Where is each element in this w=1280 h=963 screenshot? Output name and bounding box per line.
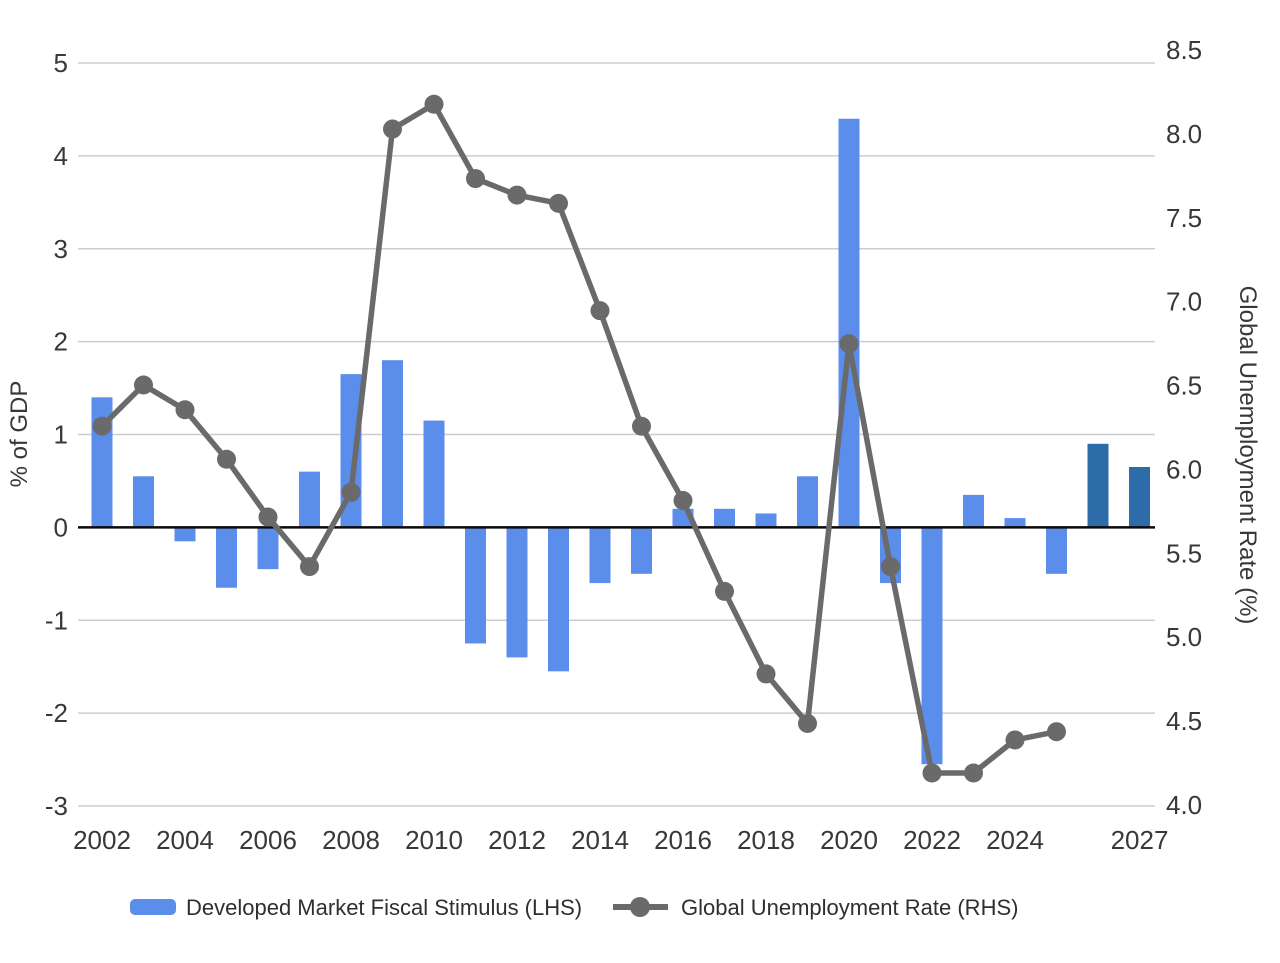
bar-series-swatch-icon	[130, 899, 176, 915]
bar-2025	[1046, 527, 1067, 574]
line-point-2022	[922, 763, 942, 783]
line-point-2024	[1005, 730, 1025, 750]
line-point-2009	[383, 119, 402, 139]
line-point-2025	[1047, 722, 1066, 742]
bar-2019	[797, 476, 818, 528]
left-axis-tick--3: -3	[45, 791, 68, 821]
left-axis-tick--1: -1	[45, 605, 68, 635]
bar-2020	[838, 118, 860, 528]
axis-ticks-layer: 5 4 3 2 1 0 -1 -2 -3 8.5 8.0 7.5 7.0 6.5 6.0 5.5 5.0 4.5 4…	[45, 35, 1202, 855]
right-axis-tick-8.5: 8.5	[1166, 35, 1202, 65]
bar-2018	[755, 513, 777, 528]
x-axis-tick-2020: 2020	[820, 825, 878, 855]
left-axis-tick-4: 4	[54, 141, 68, 171]
left-axis-title: % of GDP	[6, 381, 33, 488]
x-axis-tick-2014: 2014	[571, 825, 629, 855]
bar-2007	[299, 471, 320, 528]
legend: Developed Market Fiscal Stimulus (LHS) G…	[130, 895, 1018, 920]
right-axis-tick-5.0: 5.0	[1166, 622, 1202, 652]
bar-2003	[133, 476, 154, 528]
line-point-2015	[632, 416, 651, 436]
line-point-2005	[217, 449, 236, 469]
line-point-2004	[175, 400, 195, 420]
x-axis-tick-2018: 2018	[737, 825, 795, 855]
right-axis-tick-6.5: 6.5	[1166, 371, 1202, 401]
line-point-2010	[424, 94, 444, 114]
legend-line-label: Global Unemployment Rate (RHS)	[681, 895, 1018, 920]
line-point-2002	[92, 416, 112, 436]
bar-2009	[382, 360, 403, 528]
left-axis-tick-3: 3	[54, 234, 68, 264]
bar-2027	[1129, 467, 1150, 528]
bar-2013	[548, 527, 569, 672]
left-axis-tick--2: -2	[45, 698, 68, 728]
x-axis-tick-2004: 2004	[156, 825, 214, 855]
x-axis-tick-2002: 2002	[73, 825, 131, 855]
legend-bar-label: Developed Market Fiscal Stimulus (LHS)	[186, 895, 582, 920]
left-axis-tick-2: 2	[54, 327, 68, 357]
bar-series-layer	[91, 118, 1150, 765]
x-axis-tick-2022: 2022	[903, 825, 961, 855]
bar-2012	[506, 527, 528, 658]
bar-2017	[714, 508, 735, 528]
right-axis-title: Global Unemployment Rate (%)	[1234, 286, 1261, 625]
left-axis-tick-1: 1	[54, 420, 68, 450]
line-point-2003	[134, 375, 153, 395]
left-axis-tick-5: 5	[54, 48, 68, 78]
bar-2015	[631, 527, 652, 574]
line-point-2006	[258, 507, 278, 527]
right-axis-tick-6.0: 6.0	[1166, 454, 1202, 484]
line-point-2023	[964, 763, 983, 783]
line-point-2018	[756, 664, 776, 684]
line-point-2019	[798, 713, 817, 733]
line-series-dot-icon	[630, 897, 650, 917]
right-axis-tick-4.0: 4.0	[1166, 790, 1202, 820]
bar-2011	[465, 527, 486, 644]
x-axis-tick-2010: 2010	[405, 825, 463, 855]
bar-2006	[257, 527, 279, 570]
right-axis-tick-8.0: 8.0	[1166, 119, 1202, 149]
bar-2023	[963, 494, 984, 528]
right-axis-tick-7.5: 7.5	[1166, 203, 1202, 233]
x-axis-tick-2008: 2008	[322, 825, 380, 855]
right-axis-tick-7.0: 7.0	[1166, 287, 1202, 317]
line-series-layer	[92, 94, 1066, 783]
x-axis-tick-2024: 2024	[986, 825, 1044, 855]
unemployment-line	[99, 101, 1060, 776]
line-point-2008	[341, 482, 361, 502]
line-point-2013	[549, 193, 568, 213]
x-axis-tick-2012: 2012	[488, 825, 546, 855]
bar-2022	[921, 527, 943, 765]
bar-2010	[423, 420, 445, 528]
bar-2026	[1087, 443, 1109, 528]
bar-2005	[216, 527, 237, 588]
x-axis-tick-2016: 2016	[654, 825, 712, 855]
bar-2004	[174, 527, 196, 542]
bar-2024	[1004, 518, 1026, 528]
line-point-2020	[839, 334, 859, 354]
line-point-2016	[673, 491, 693, 511]
line-point-2014	[590, 301, 610, 321]
line-point-2007	[300, 557, 319, 577]
left-axis-tick-0: 0	[54, 512, 68, 542]
line-point-2021	[881, 557, 900, 577]
line-point-2011	[466, 169, 485, 189]
x-axis-tick-2006: 2006	[239, 825, 297, 855]
right-axis-tick-5.5: 5.5	[1166, 538, 1202, 568]
line-point-2017	[715, 581, 734, 601]
bar-2014	[589, 527, 611, 584]
x-axis-tick-2027: 2027	[1111, 825, 1169, 855]
right-axis-tick-4.5: 4.5	[1166, 706, 1202, 736]
line-point-2012	[507, 185, 527, 205]
gridlines-layer	[78, 62, 1155, 807]
